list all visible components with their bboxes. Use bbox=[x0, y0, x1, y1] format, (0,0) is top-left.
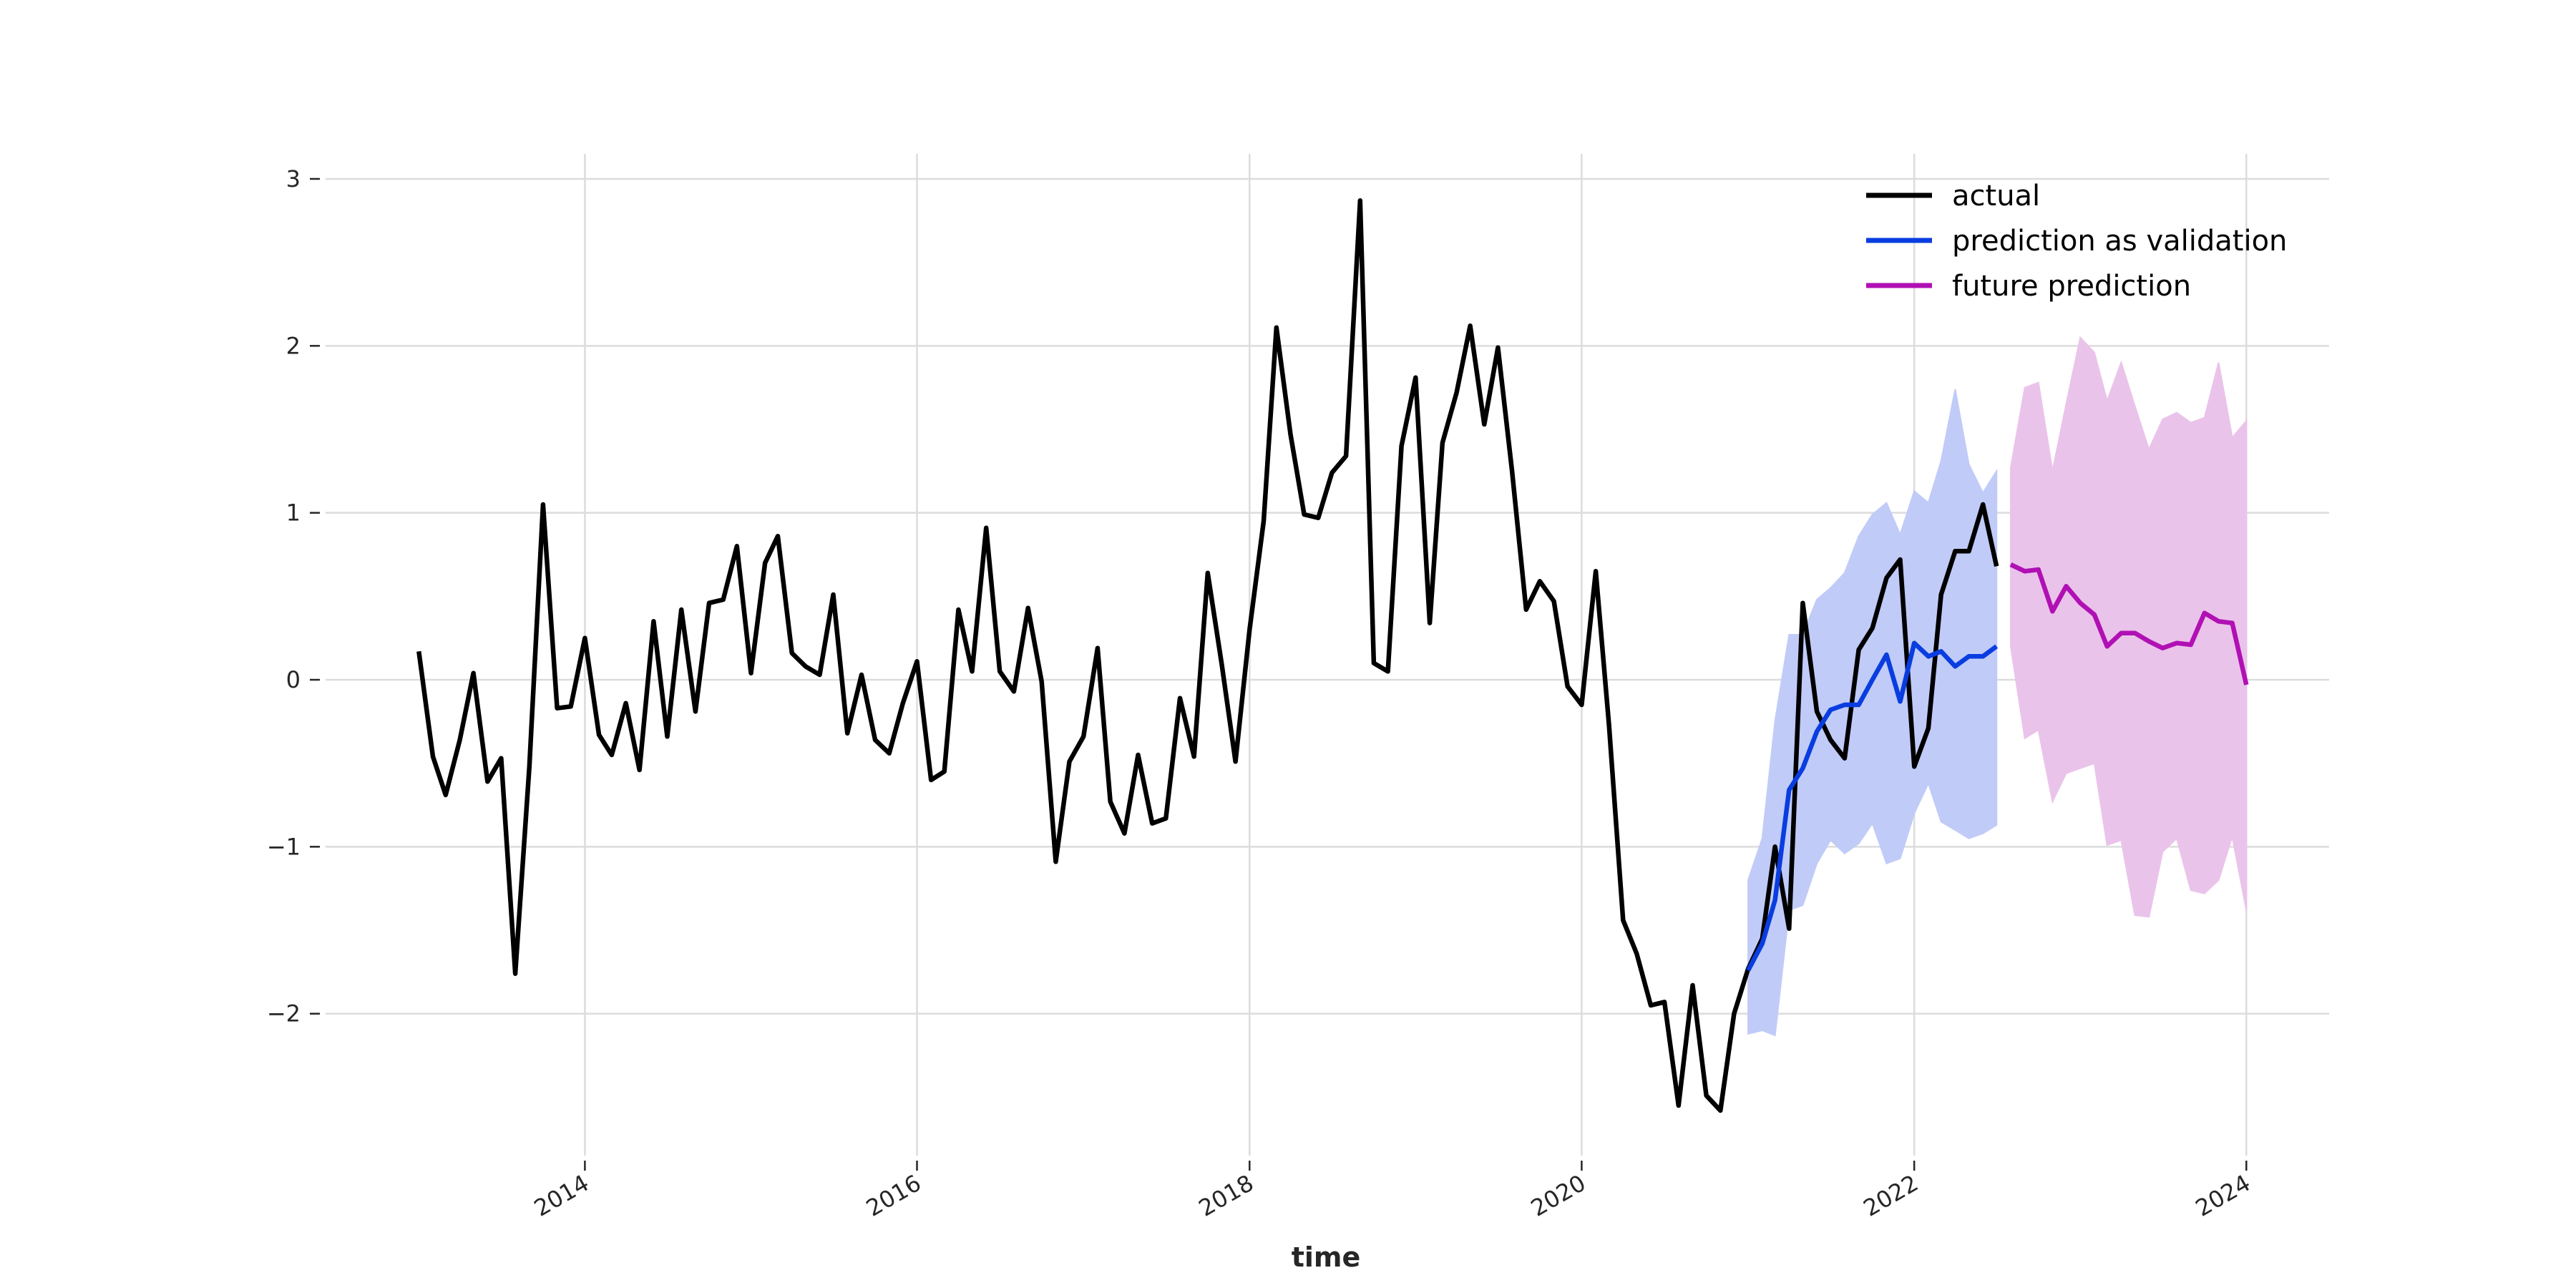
legend-label: prediction as validation bbox=[1952, 225, 2287, 258]
x-tick-label: 2022 bbox=[1859, 1169, 1923, 1222]
y-tick-label: 0 bbox=[286, 666, 301, 693]
confidence-bands bbox=[1747, 336, 2248, 1037]
series-line bbox=[416, 198, 1999, 1113]
x-axis-title: time bbox=[1292, 1241, 1361, 1273]
y-tick-label: −2 bbox=[267, 1000, 301, 1028]
x-tick-label: 2014 bbox=[530, 1169, 594, 1222]
x-tick-label: 2024 bbox=[2191, 1169, 2255, 1222]
y-tick-label: 2 bbox=[286, 332, 301, 359]
series-line bbox=[2009, 562, 2249, 686]
y-axis: −2 −1 0 1 2 3 bbox=[267, 165, 320, 1028]
series-lines bbox=[416, 198, 2249, 1113]
x-tick-label: 2016 bbox=[862, 1169, 926, 1222]
y-tick-label: −1 bbox=[267, 833, 301, 860]
legend-label: actual bbox=[1952, 180, 2040, 213]
y-tick-label: 3 bbox=[286, 165, 301, 192]
legend: actual prediction as validation future pre… bbox=[1866, 180, 2287, 303]
confidence-band bbox=[2010, 336, 2248, 918]
legend-label: future prediction bbox=[1952, 270, 2191, 303]
x-tick-label: 2018 bbox=[1194, 1169, 1259, 1222]
x-axis: 2014 2016 2018 2020 2022 2024 bbox=[530, 1161, 2255, 1222]
y-tick-label: 1 bbox=[286, 499, 301, 527]
confidence-band bbox=[1747, 389, 1998, 1037]
x-tick-label: 2020 bbox=[1526, 1169, 1591, 1222]
series-line bbox=[1746, 640, 1999, 972]
